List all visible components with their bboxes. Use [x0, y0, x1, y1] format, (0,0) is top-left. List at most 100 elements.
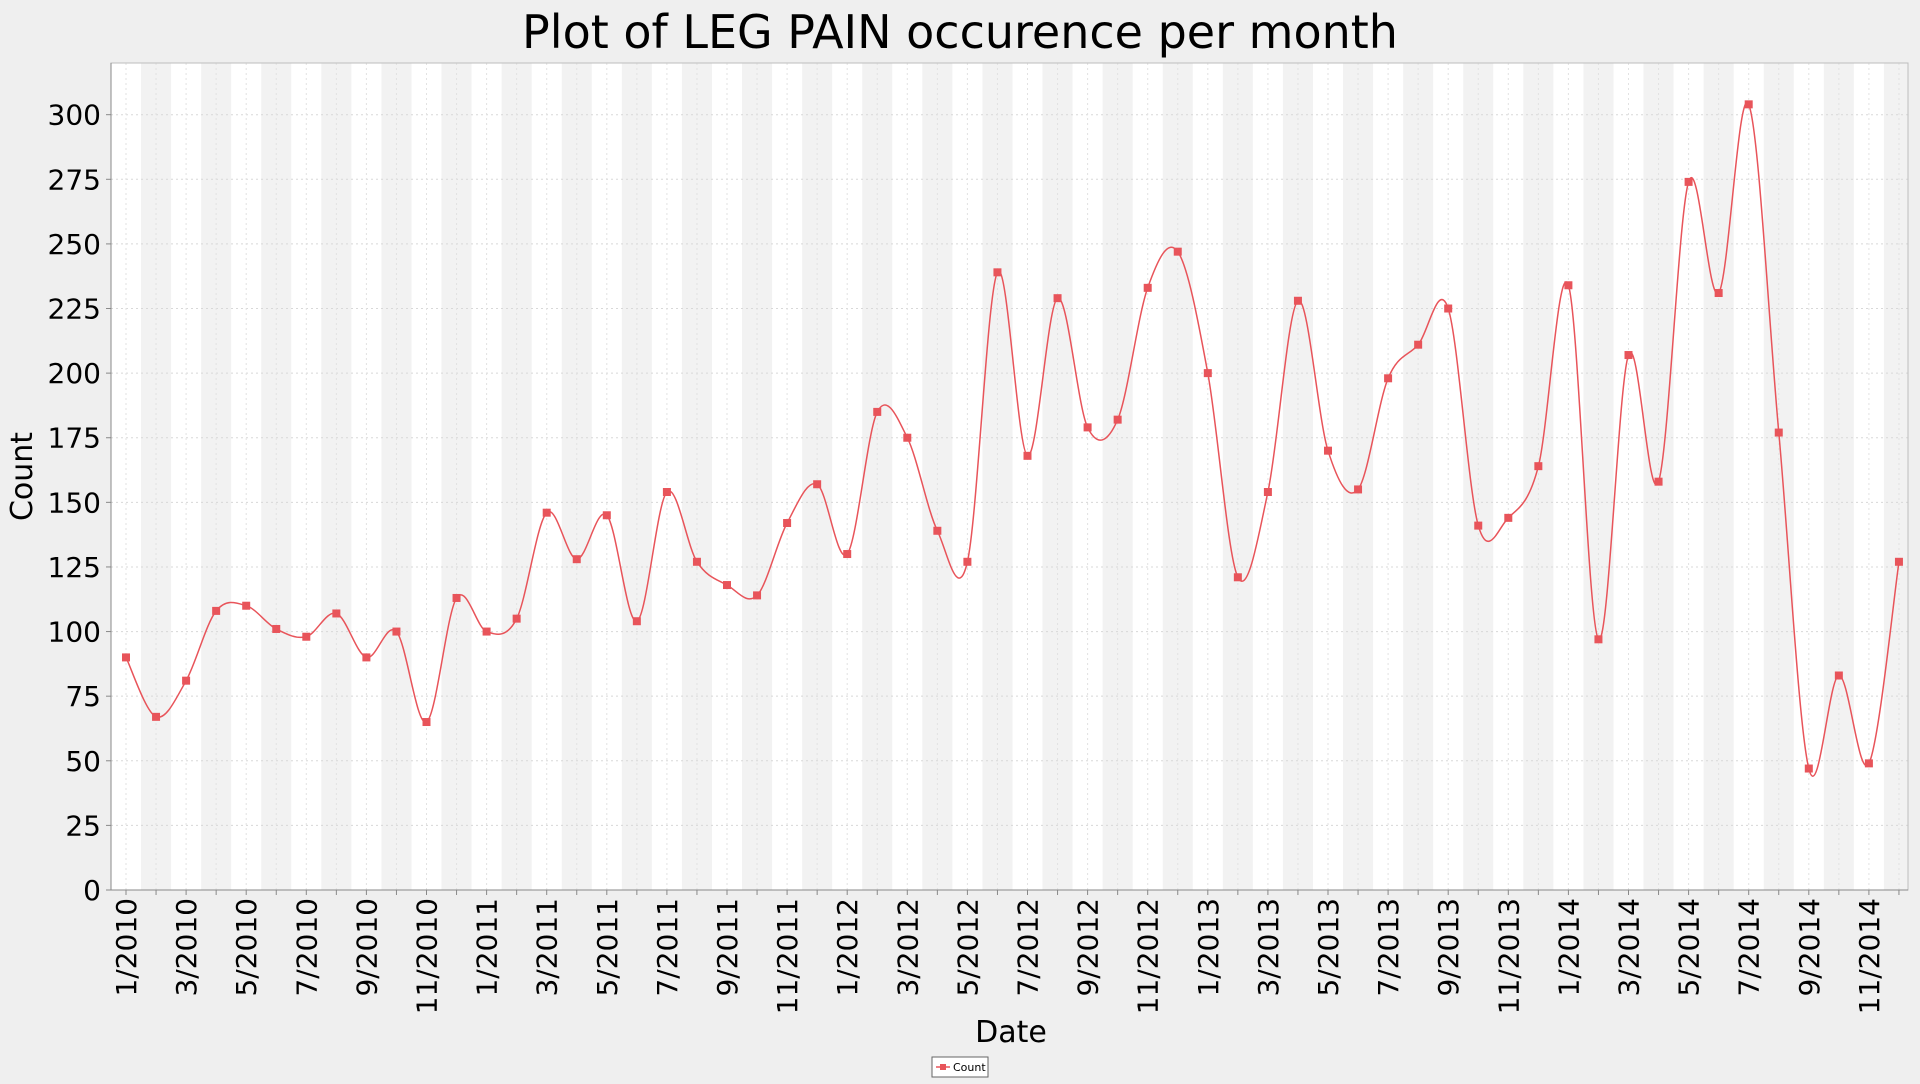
x-tick-label: 3/2011 [531, 898, 564, 997]
data-point [843, 550, 852, 559]
data-point [1053, 294, 1062, 303]
month-band [1282, 63, 1313, 890]
data-point [1654, 477, 1663, 486]
data-markers [122, 100, 1903, 773]
month-band [802, 63, 833, 890]
x-tick-label: 7/2010 [290, 898, 323, 997]
legend-box [931, 1056, 989, 1078]
data-point [662, 488, 671, 497]
month-band [1583, 63, 1614, 890]
x-tick-label: 1/2014 [1552, 898, 1585, 997]
data-point [542, 508, 551, 517]
data-point [1263, 488, 1272, 497]
data-point [1534, 462, 1543, 471]
series-line-count [125, 101, 1900, 777]
x-tick-label: 9/2014 [1793, 898, 1826, 997]
x-tick-label: 11/2012 [1132, 898, 1165, 1014]
data-point [963, 557, 972, 566]
x-tick-label: 5/2014 [1673, 898, 1706, 997]
month-band [862, 63, 893, 890]
data-point [1293, 296, 1302, 305]
month-band [141, 63, 172, 890]
y-tick-label: 125 [48, 551, 101, 584]
data-point [1233, 573, 1242, 582]
data-point [1564, 281, 1573, 290]
x-tick-label: 9/2011 [711, 898, 744, 997]
data-point [572, 555, 581, 564]
data-point [242, 601, 251, 610]
data-point [753, 591, 762, 600]
legend-label: Count [953, 1061, 986, 1074]
data-point [933, 526, 942, 535]
data-point [1834, 671, 1843, 680]
x-tick-label: 5/2010 [230, 898, 263, 997]
x-tick-label: 5/2011 [591, 898, 624, 997]
y-tick-label: 175 [48, 422, 101, 455]
data-point [1474, 521, 1483, 530]
month-band [742, 63, 773, 890]
x-tick-label: 1/2012 [831, 898, 864, 997]
y-axis: 0 25 50 75 100 125 150 175 200 225 250 275 300 [48, 63, 112, 907]
x-tick-label: 5/2012 [951, 898, 984, 997]
data-point [993, 268, 1002, 277]
data-point [1744, 100, 1753, 109]
data-point [1804, 764, 1813, 773]
x-tick-label: 1/2013 [1192, 898, 1225, 997]
data-point [813, 480, 822, 489]
x-tick-label: 7/2013 [1372, 898, 1405, 997]
month-band [381, 63, 412, 890]
data-point [602, 511, 611, 520]
month-band [982, 63, 1013, 890]
y-tick-label: 150 [48, 486, 101, 519]
month-band [922, 63, 953, 890]
y-tick-label: 100 [48, 616, 101, 649]
data-point [723, 581, 731, 590]
data-point [1894, 557, 1903, 566]
x-axis-label: Date [975, 1015, 1047, 1050]
data-point [182, 676, 191, 685]
data-point [152, 712, 161, 721]
data-point [272, 624, 281, 633]
month-band [1042, 63, 1073, 890]
x-tick-label: 7/2014 [1733, 898, 1766, 997]
y-tick-label: 25 [65, 809, 101, 842]
data-point [512, 614, 521, 623]
x-tick-label: 5/2013 [1312, 898, 1345, 997]
alternating-bands [141, 63, 1908, 890]
data-point [122, 653, 130, 662]
month-band [1523, 63, 1554, 890]
data-point [1684, 177, 1693, 186]
chart-title: Plot of LEG PAIN occurence per month [522, 5, 1398, 59]
y-tick-label: 275 [48, 163, 101, 196]
y-tick-label: 75 [65, 680, 101, 713]
month-band [261, 63, 292, 890]
month-band [501, 63, 532, 890]
y-tick-label: 300 [48, 99, 101, 132]
data-point [1324, 446, 1332, 455]
month-band [1403, 63, 1434, 890]
month-band [321, 63, 352, 890]
data-point [332, 609, 341, 618]
data-point [1594, 635, 1603, 644]
x-tick-label: 3/2012 [891, 898, 924, 997]
data-point [783, 519, 792, 528]
y-tick-label: 200 [48, 357, 101, 390]
month-band [1343, 63, 1374, 890]
x-tick-label: 3/2013 [1252, 898, 1285, 997]
x-tick-label: 9/2010 [350, 898, 383, 997]
x-tick-label: 11/2010 [411, 898, 444, 1014]
data-point [1143, 283, 1152, 292]
y-axis-label: Count [5, 432, 40, 521]
month-band [441, 63, 472, 890]
data-point [1384, 374, 1393, 383]
month-band [1102, 63, 1133, 890]
data-point [452, 593, 461, 602]
month-band [1222, 63, 1253, 890]
data-point [1354, 485, 1363, 494]
x-tick-label: 9/2012 [1072, 898, 1105, 997]
data-point [873, 407, 882, 416]
x-tick-label: 3/2014 [1613, 898, 1646, 997]
month-band [1823, 63, 1854, 890]
